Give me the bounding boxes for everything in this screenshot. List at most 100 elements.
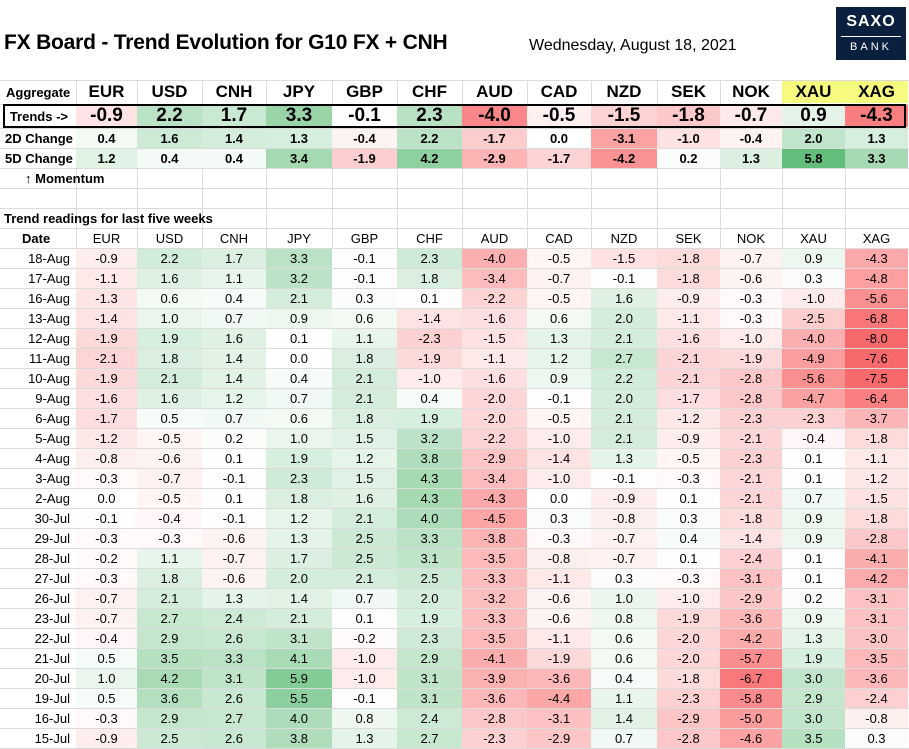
history-value-cell: 2.9 <box>137 709 202 728</box>
history-value-cell: 2.5 <box>137 729 202 748</box>
history-value-cell: 0.6 <box>137 289 202 308</box>
history-value-cell: -2.3 <box>397 329 462 348</box>
history-value-cell: 1.0 <box>591 589 657 608</box>
history-value-cell: -5.6 <box>845 289 908 308</box>
history-value-cell: 5.9 <box>266 669 332 688</box>
summary-value-cell: -0.4 <box>332 129 397 148</box>
history-value-cell: 0.9 <box>527 369 591 388</box>
history-value-cell: -1.1 <box>76 269 137 288</box>
summary-value-cell: 1.3 <box>266 129 332 148</box>
history-value-cell: 2.0 <box>397 589 462 608</box>
history-value-cell: 2.6 <box>202 729 266 748</box>
history-value-cell: 3.8 <box>266 729 332 748</box>
history-value-cell: 3.3 <box>397 529 462 548</box>
history-value-cell: -0.4 <box>137 509 202 528</box>
grid-h-line <box>0 688 909 689</box>
summary-value-cell: 2.2 <box>397 129 462 148</box>
history-column-header: XAU <box>800 231 827 246</box>
summary-value-cell: 0.0 <box>527 129 591 148</box>
history-value-cell: -1.6 <box>657 329 720 348</box>
history-date-cell: 26-Jul <box>34 591 70 606</box>
history-value-cell: 1.6 <box>137 389 202 408</box>
history-value-cell: -0.1 <box>202 469 266 488</box>
history-value-cell: -1.9 <box>76 329 137 348</box>
history-value-cell: -5.8 <box>720 689 782 708</box>
history-value-cell: -6.4 <box>845 389 908 408</box>
history-value-cell: -1.5 <box>462 329 527 348</box>
history-value-cell: 0.7 <box>591 729 657 748</box>
history-value-cell: -1.8 <box>657 269 720 288</box>
grid-h-line <box>0 448 909 449</box>
history-value-cell: -1.4 <box>397 309 462 328</box>
grid-h-line <box>0 388 909 389</box>
history-value-cell: 1.9 <box>397 609 462 628</box>
history-value-cell: 3.1 <box>397 669 462 688</box>
history-value-cell: -2.0 <box>657 629 720 648</box>
history-value-cell: -4.7 <box>782 389 845 408</box>
history-value-cell: 2.7 <box>202 709 266 728</box>
history-value-cell: 1.1 <box>591 689 657 708</box>
history-value-cell: -0.6 <box>527 589 591 608</box>
grid-h-line <box>0 568 909 569</box>
summary-value-cell: -1.7 <box>527 149 591 168</box>
summary-value-cell: -2.9 <box>462 149 527 168</box>
history-value-cell: -1.2 <box>76 429 137 448</box>
history-value-cell: 0.9 <box>782 609 845 628</box>
history-value-cell: -4.3 <box>845 249 908 268</box>
history-value-cell: 3.2 <box>266 269 332 288</box>
history-value-cell: -0.3 <box>76 709 137 728</box>
grid-h-line <box>0 328 909 329</box>
history-column-header: NOK <box>736 231 766 246</box>
summary-value-cell: 0.4 <box>202 149 266 168</box>
history-value-cell: -2.8 <box>720 369 782 388</box>
history-value-cell: -2.1 <box>720 469 782 488</box>
history-value-cell: 1.3 <box>782 629 845 648</box>
history-value-cell: -1.5 <box>591 249 657 268</box>
history-value-cell: -1.9 <box>527 649 591 668</box>
history-value-cell: 0.1 <box>332 609 397 628</box>
history-value-cell: 0.2 <box>202 429 266 448</box>
grid-h-line <box>0 708 909 709</box>
history-value-cell: 3.0 <box>782 709 845 728</box>
history-value-cell: -5.6 <box>782 369 845 388</box>
history-date-cell: 23-Jul <box>34 611 70 626</box>
history-value-cell: -0.4 <box>782 429 845 448</box>
history-value-cell: 0.8 <box>332 709 397 728</box>
grid-h-line <box>0 228 909 229</box>
grid-h-line <box>0 628 909 629</box>
history-value-cell: -1.8 <box>845 429 908 448</box>
history-value-cell: 0.0 <box>266 349 332 368</box>
history-value-cell: 1.8 <box>397 269 462 288</box>
history-value-cell: 0.5 <box>76 649 137 668</box>
history-value-cell: 1.2 <box>266 509 332 528</box>
history-value-cell: 2.1 <box>137 589 202 608</box>
history-value-cell: -0.7 <box>76 609 137 628</box>
history-value-cell: -2.0 <box>462 389 527 408</box>
history-value-cell: 4.0 <box>266 709 332 728</box>
summary-value-cell: 1.2 <box>76 149 137 168</box>
history-value-cell: -1.9 <box>397 349 462 368</box>
logo-line-2: BANK <box>850 41 892 53</box>
grid-h-line <box>0 348 909 349</box>
history-value-cell: -4.2 <box>845 569 908 588</box>
history-value-cell: 0.1 <box>397 289 462 308</box>
grid-h-line <box>0 308 909 309</box>
history-value-cell: -0.3 <box>76 569 137 588</box>
history-value-cell: 2.7 <box>397 729 462 748</box>
history-value-cell: 0.3 <box>527 509 591 528</box>
summary-value-cell: 3.3 <box>266 105 332 127</box>
history-value-cell: 2.3 <box>397 249 462 268</box>
history-value-cell: -0.1 <box>202 509 266 528</box>
history-value-cell: 1.3 <box>332 729 397 748</box>
history-value-cell: 2.0 <box>591 389 657 408</box>
history-value-cell: -2.8 <box>462 709 527 728</box>
history-value-cell: -1.4 <box>527 449 591 468</box>
currency-header: JPY <box>282 82 316 101</box>
history-value-cell: -0.9 <box>591 489 657 508</box>
history-value-cell: -1.0 <box>657 589 720 608</box>
history-value-cell: -0.2 <box>332 629 397 648</box>
history-value-cell: -3.5 <box>462 549 527 568</box>
history-value-cell: 3.1 <box>202 669 266 688</box>
history-value-cell: 0.1 <box>782 469 845 488</box>
history-value-cell: -1.0 <box>720 329 782 348</box>
